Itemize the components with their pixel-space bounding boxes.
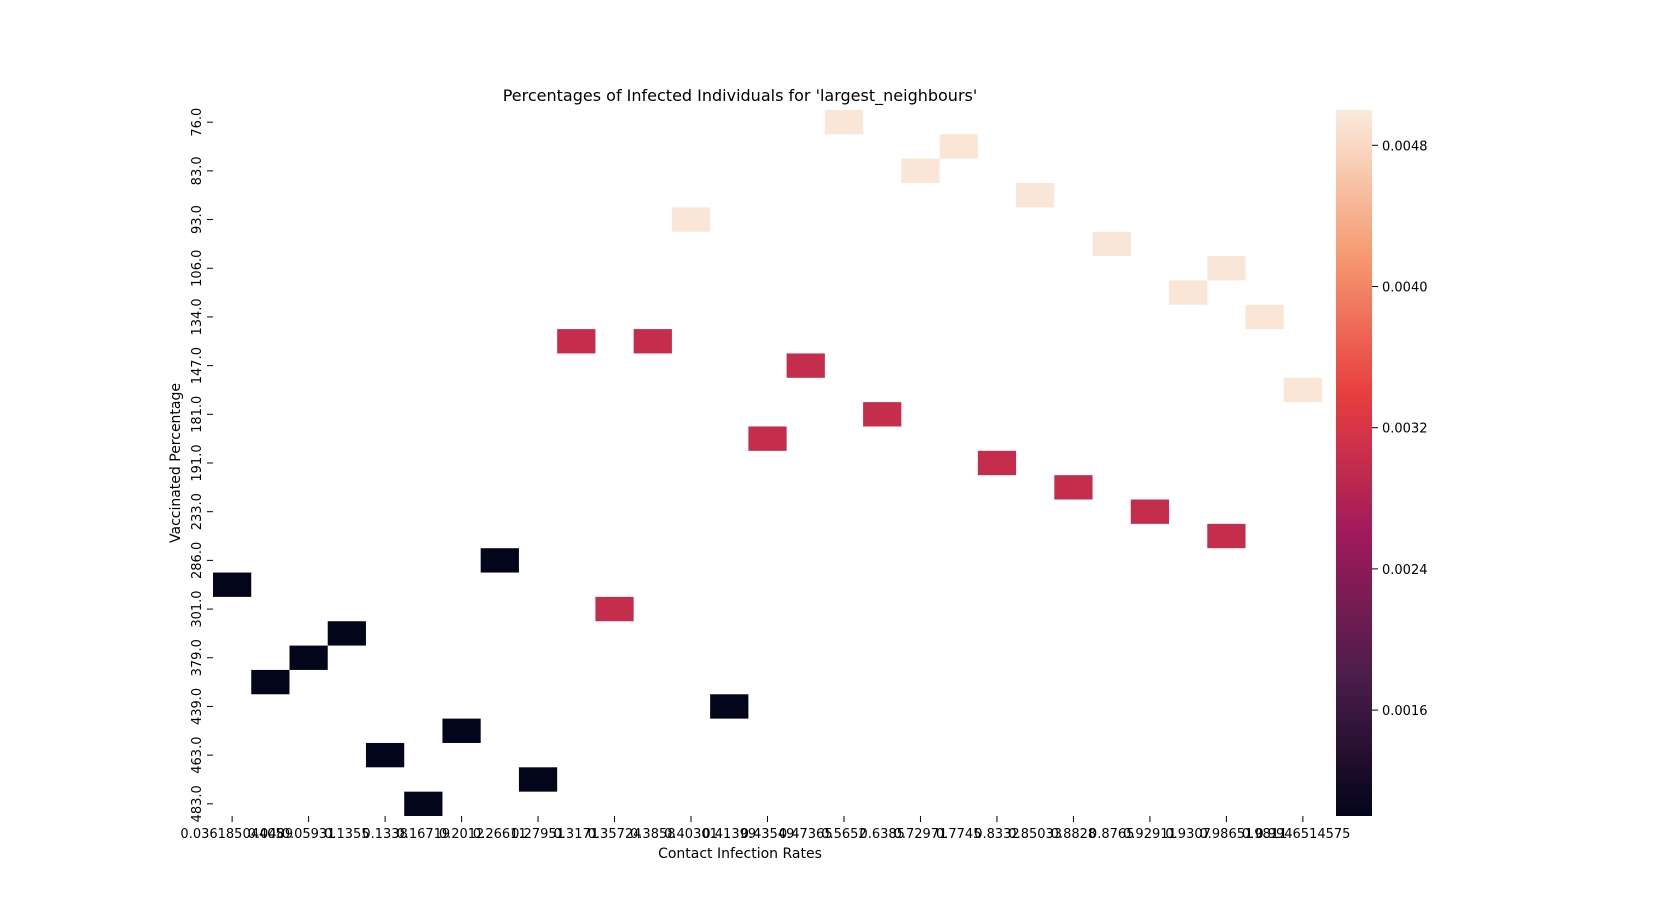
x-tick-label: 0.3858 — [630, 827, 676, 842]
x-tick-label: 0.92911 — [1123, 827, 1177, 842]
heatmap-cell — [1283, 377, 1322, 403]
heatmap-cell — [557, 329, 596, 354]
y-tick-label: 181.0 — [190, 396, 205, 433]
heatmap-cell — [748, 426, 787, 451]
heatmap-cell — [786, 353, 825, 378]
colorbar-ticks: 0.0016 0.0024 0.0032 0.0040 0.0048 — [1372, 139, 1428, 719]
y-tick-label: 76.0 — [190, 108, 205, 137]
x-tick-label: 0.9307 — [1165, 827, 1211, 842]
x-tick-label: 0.8765 — [1089, 827, 1135, 842]
heatmap-cell — [863, 402, 902, 427]
heatmap-cell — [1245, 304, 1284, 330]
heatmap-cell — [327, 621, 366, 646]
x-tick-label: 0.9811 — [1242, 827, 1288, 842]
x-axis-ticks: 0.036185044050.04890.059310.13550.13380.… — [180, 816, 1350, 842]
heatmap-cell — [977, 450, 1017, 476]
heatmap-cell — [710, 694, 749, 719]
heatmap-cell — [1016, 183, 1055, 208]
heatmap-cell — [251, 669, 290, 695]
x-tick-label: 0.41399 — [702, 827, 756, 842]
heatmap-cell — [1130, 499, 1170, 524]
x-tick-label: 0.05931 — [282, 827, 336, 842]
x-tick-label: 0.35724 — [588, 827, 642, 842]
colorbar-tick-label: 0.0024 — [1382, 563, 1428, 578]
x-tick-label: 0.1338 — [362, 827, 408, 842]
y-tick-label: 379.0 — [190, 639, 205, 676]
x-tick-label: 0.2012 — [439, 827, 485, 842]
x-tick-label: 0.1355 — [324, 827, 370, 842]
x-tick-label: 0.9946514575 — [1255, 827, 1350, 842]
heatmap-cell — [1054, 475, 1093, 500]
y-tick-label: 286.0 — [190, 542, 205, 579]
heatmap-cell — [1207, 523, 1246, 549]
x-tick-label: 0.0489 — [248, 827, 294, 842]
y-tick-label: 147.0 — [190, 347, 205, 384]
x-tick-label: 0.85033 — [1008, 827, 1062, 842]
y-tick-label: 483.0 — [190, 785, 205, 822]
heatmap-cell — [901, 158, 940, 184]
heatmap-cell — [442, 718, 481, 743]
heatmap-cell — [365, 742, 405, 768]
heatmap-cell — [595, 596, 634, 622]
colorbar-tick-label: 0.0016 — [1382, 704, 1428, 719]
x-tick-label: 0.72971 — [894, 827, 948, 842]
heatmap-cell — [1207, 256, 1246, 281]
heatmap-cell — [289, 645, 328, 670]
x-axis-label: Contact Infection Rates — [658, 846, 822, 862]
x-tick-label: 0.43549 — [741, 827, 795, 842]
heatmap-cell — [824, 110, 864, 135]
x-tick-label: 0.16719 — [396, 827, 450, 842]
y-tick-label: 439.0 — [190, 688, 205, 725]
colorbar-tick-label: 0.0032 — [1382, 422, 1428, 437]
x-tick-label: 0.8828 — [1051, 827, 1097, 842]
x-tick-label: 0.27951 — [511, 827, 565, 842]
y-tick-label: 83.0 — [190, 156, 205, 185]
heatmap-cell — [1169, 280, 1208, 305]
x-tick-label: 0.03618504405 — [180, 827, 283, 842]
heatmap-cell — [633, 329, 672, 354]
heatmap-cell — [671, 207, 711, 232]
x-tick-label: 0.47365 — [779, 827, 833, 842]
y-tick-label: 463.0 — [190, 737, 205, 774]
colorbar-tick-label: 0.0040 — [1382, 281, 1428, 296]
y-tick-label: 233.0 — [190, 493, 205, 530]
heatmap-cell — [480, 548, 519, 573]
x-tick-label: 0.98651 — [1200, 827, 1254, 842]
x-tick-label: 0.8332 — [974, 827, 1020, 842]
heatmap-cell — [1092, 231, 1131, 257]
heatmap-cell — [404, 791, 443, 816]
y-tick-label: 191.0 — [190, 444, 205, 481]
heatmap-cells — [213, 110, 1322, 816]
colorbar — [1336, 110, 1372, 816]
y-tick-label: 301.0 — [190, 590, 205, 627]
heatmap-cell — [213, 572, 252, 597]
y-axis-label: Vaccinated Percentage — [168, 383, 184, 543]
heatmap-cell — [939, 134, 978, 159]
x-tick-label: 0.40301 — [664, 827, 718, 842]
x-tick-label: 0.3171 — [554, 827, 600, 842]
y-tick-label: 134.0 — [190, 298, 205, 335]
x-tick-label: 0.7745 — [936, 827, 982, 842]
colorbar-tick-label: 0.0048 — [1382, 139, 1428, 154]
x-tick-label: 0.26611 — [473, 827, 527, 842]
y-axis-ticks: 76.0 83.0 93.0 106.0 134.0 147.0 181.0 191.0 233… — [190, 108, 213, 822]
x-tick-label: 0.6385 — [859, 827, 905, 842]
chart-title: Percentages of Infected Individuals for … — [503, 86, 978, 106]
heatmap-cell — [518, 767, 558, 792]
y-tick-label: 93.0 — [190, 205, 205, 234]
x-tick-label: 0.5652 — [821, 827, 867, 842]
y-tick-label: 106.0 — [190, 250, 205, 287]
